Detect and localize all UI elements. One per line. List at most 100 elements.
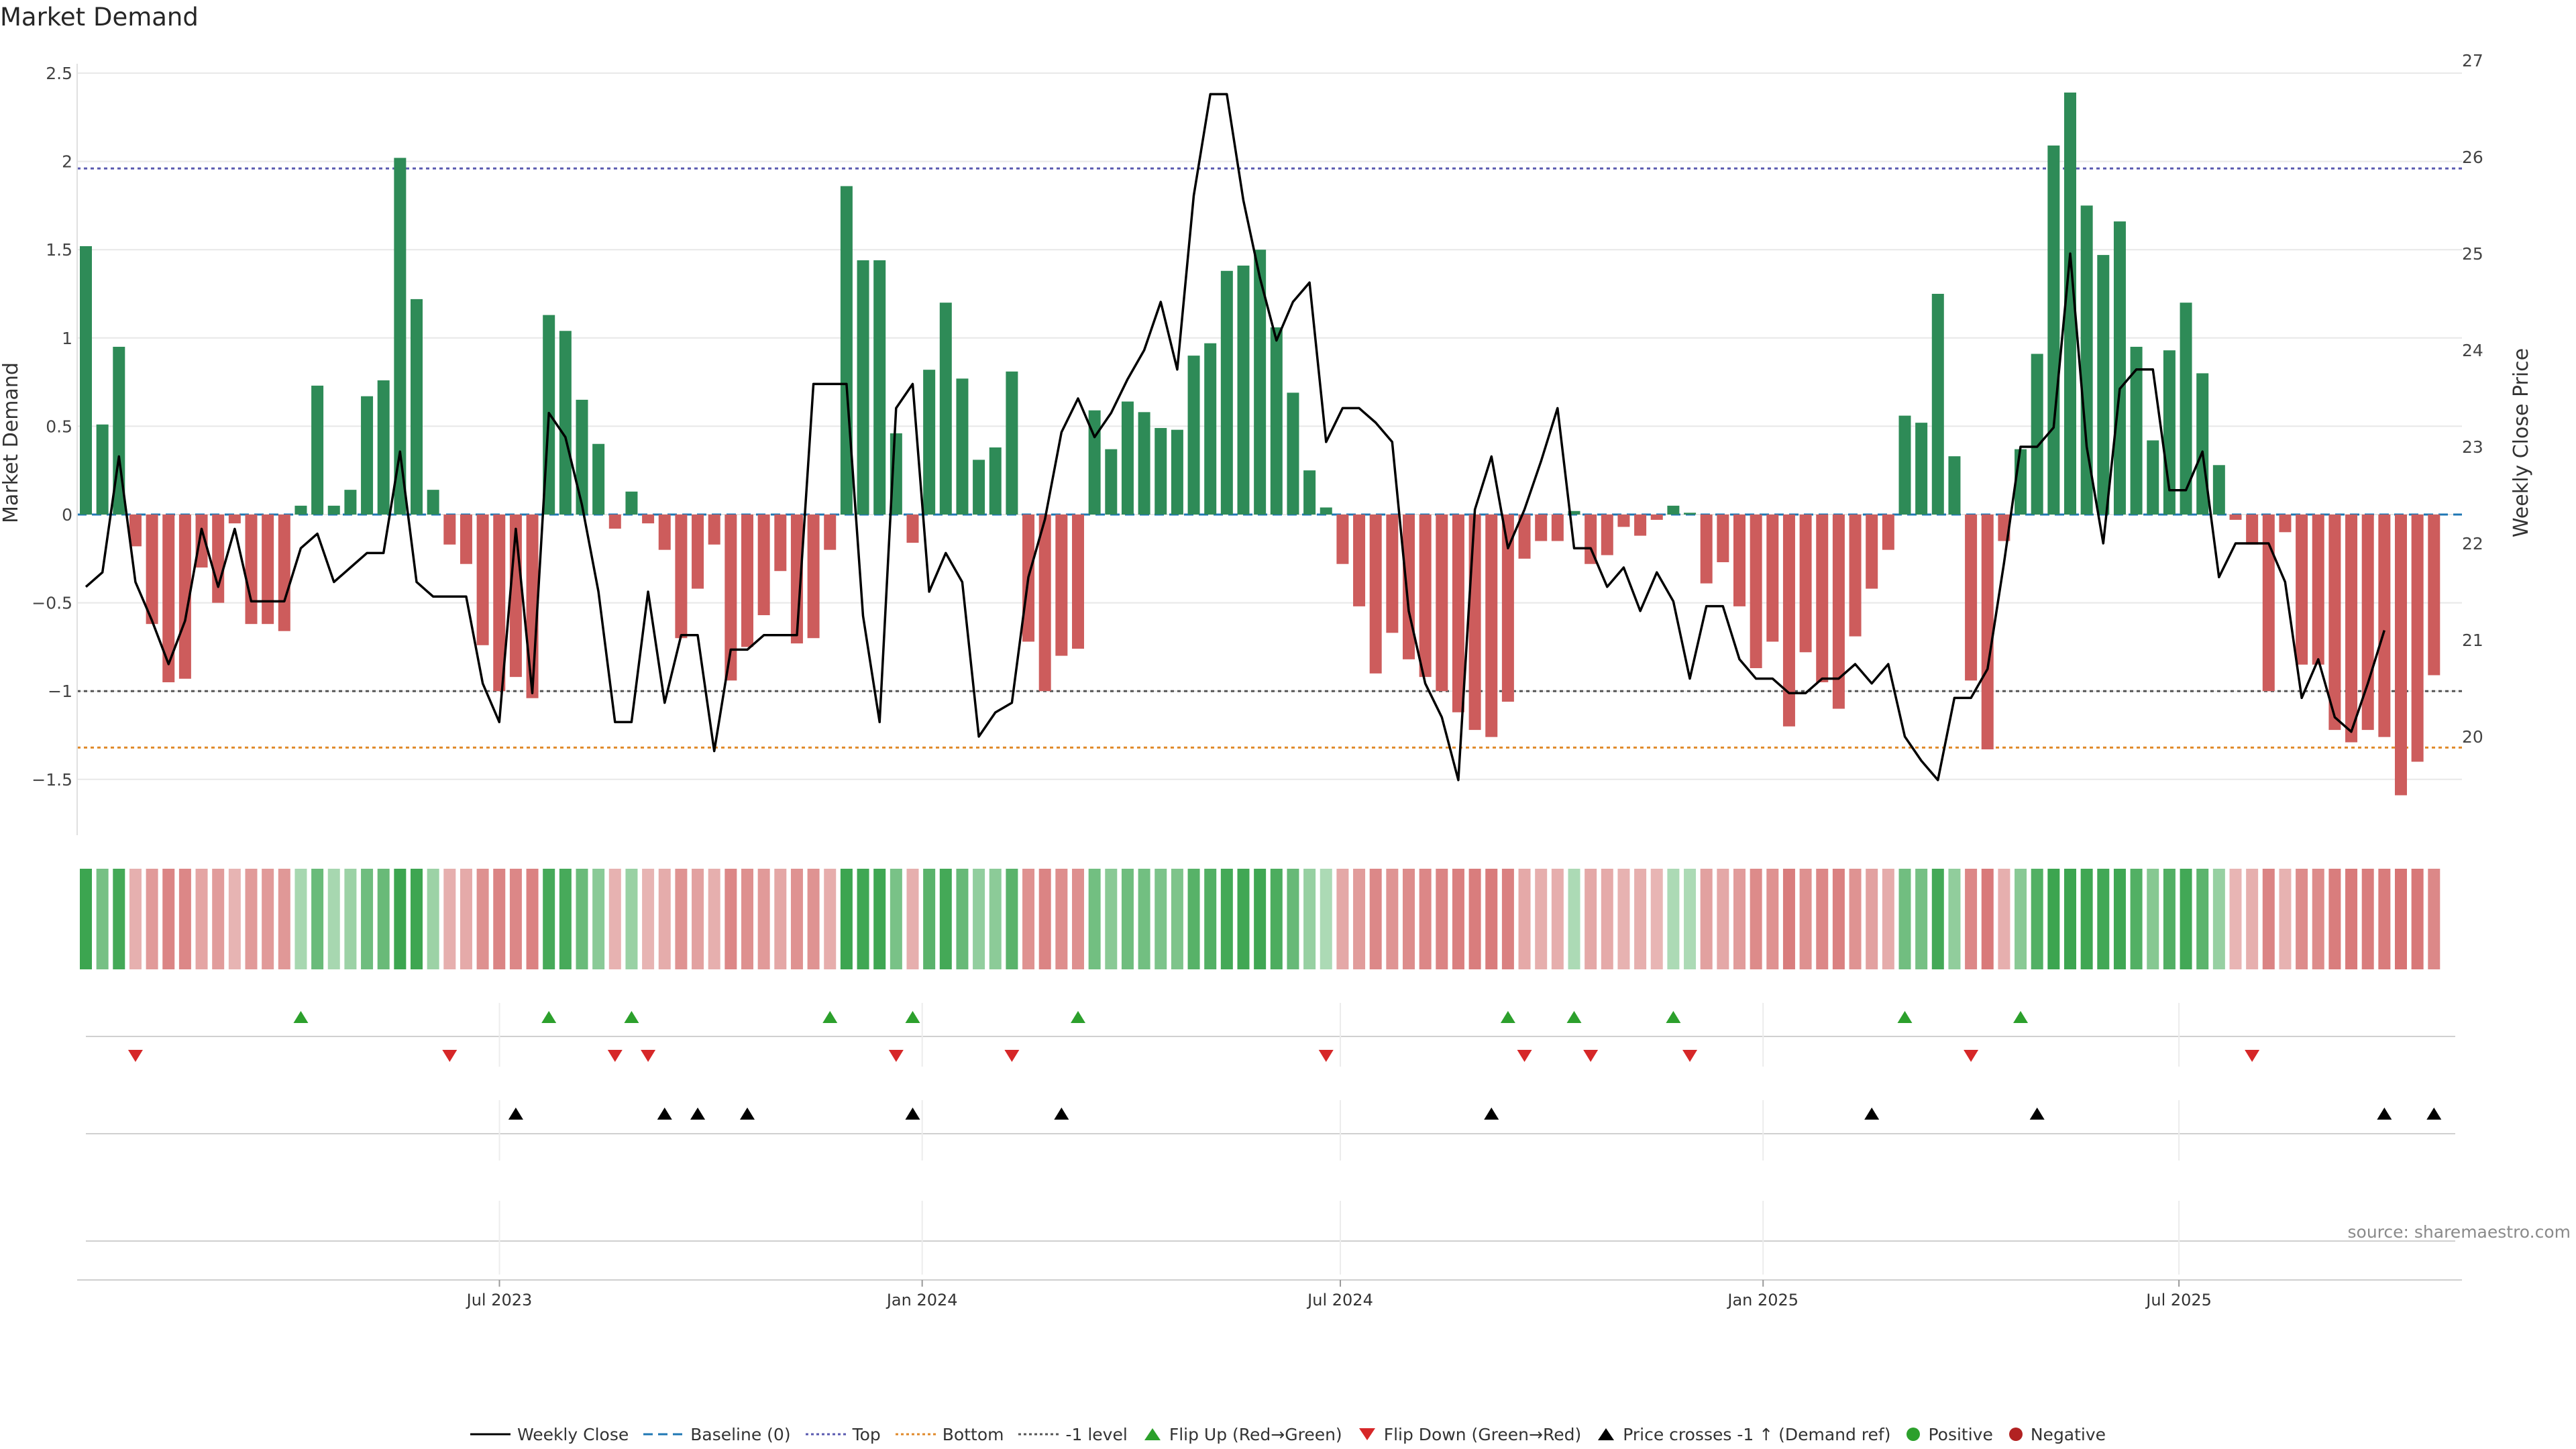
demand-bar [675, 515, 688, 639]
demand-bar [1419, 515, 1432, 678]
heat-cell [2411, 869, 2424, 969]
heat-cell [824, 869, 837, 969]
heat-cell [2047, 869, 2060, 969]
demand-bar [857, 260, 869, 515]
demand-bar [1386, 515, 1399, 633]
heat-cell [1369, 869, 1382, 969]
demand-bar [1138, 412, 1150, 515]
y2-tick-label: 26 [2462, 148, 2483, 167]
price-cross-marker [1484, 1108, 1499, 1120]
demand-bar [1782, 515, 1795, 727]
flip-down-marker [2245, 1050, 2260, 1062]
heat-cell [1138, 869, 1150, 969]
legend-label: Flip Down (Green→Red) [1383, 1424, 1582, 1444]
heat-cell [2097, 869, 2110, 969]
legend-top[interactable]: Top [805, 1425, 881, 1444]
heat-cell [2279, 869, 2292, 969]
heat-cell [129, 869, 142, 969]
demand-bar [1038, 515, 1051, 692]
y-tick-label: 2 [62, 152, 72, 172]
demand-bar [1171, 429, 1183, 515]
x-tick-label: Jul 2025 [2145, 1291, 2212, 1309]
flip-up-marker [1666, 1011, 1681, 1023]
legend-positive[interactable]: Positive [1905, 1424, 1993, 1444]
heat-cell [1601, 869, 1613, 969]
heat-cell [1055, 869, 1068, 969]
flip-up-marker [1566, 1011, 1582, 1023]
heat-cell [1204, 869, 1217, 969]
legend-label: -1 level [1065, 1424, 1128, 1444]
heat-cell [427, 869, 439, 969]
heat-cell [1403, 869, 1415, 969]
legend-weekly-close[interactable]: Weekly Close [470, 1425, 629, 1444]
demand-bar [692, 515, 704, 589]
heat-cell [559, 869, 572, 969]
heat-cell [411, 869, 423, 969]
demand-bar [939, 303, 952, 515]
heat-cell [1931, 869, 1944, 969]
heat-cell [1650, 869, 1663, 969]
heat-cell [1535, 869, 1548, 969]
legend-bottom[interactable]: Bottom [895, 1425, 1004, 1444]
y2-tick-label: 20 [2462, 727, 2483, 747]
price-cross-marker [1864, 1108, 1880, 1120]
demand-bar [956, 378, 969, 515]
price-cross-marker [740, 1108, 755, 1120]
demand-bar [1551, 515, 1564, 541]
y-tick-label: 0.5 [46, 417, 72, 436]
flip-down-marker [1517, 1050, 1532, 1062]
legend-baseline[interactable]: Baseline (0) [643, 1425, 791, 1444]
legend-negative[interactable]: Negative [2008, 1425, 2106, 1444]
chart-title: Market Demand [0, 3, 199, 32]
source-label: source: sharemaestro.com [2347, 1222, 2571, 1242]
demand-bar [1155, 428, 1167, 515]
demand-bar [1468, 515, 1481, 731]
legend-flip-up[interactable]: Flip Up (Red→Green) [1142, 1425, 1342, 1444]
heat-cell [146, 869, 158, 969]
demand-bar [2378, 515, 2391, 737]
legend-label: Price crosses -1 ↑ (Demand ref) [1623, 1424, 1891, 1444]
heat-cell [1915, 869, 1928, 969]
heat-cell [1667, 869, 1680, 969]
demand-bar [1353, 515, 1366, 606]
demand-bar [1684, 513, 1697, 515]
demand-bar [460, 515, 472, 564]
heat-cell [1518, 869, 1531, 969]
demand-bar [1634, 515, 1647, 536]
axes: 2.5 2 1.5 1 0.5 0 −0.5 −1 −1.5 27 26 25 24 23 22 21 20 Ma… [0, 51, 2533, 835]
heat-cell [2064, 869, 2076, 969]
demand-bar [741, 515, 753, 647]
heat-cell [212, 869, 225, 969]
heat-cell [939, 869, 952, 969]
legend-label: Positive [1928, 1424, 1993, 1444]
heat-cell [956, 869, 969, 969]
heat-cell [294, 869, 307, 969]
heat-cell [1436, 869, 1448, 969]
heat-cell [1171, 869, 1183, 969]
heat-cell [543, 869, 555, 969]
heat-cell [262, 869, 274, 969]
demand-bar [327, 505, 340, 515]
heat-cell [162, 869, 175, 969]
price-cross-marker [2377, 1108, 2392, 1120]
demand-bar [411, 299, 423, 515]
heat-cell [1105, 869, 1118, 969]
heat-cell [1684, 869, 1697, 969]
legend-flip-down[interactable]: Flip Down (Green→Red) [1357, 1424, 1582, 1444]
heat-cell [2180, 869, 2192, 969]
demand-bar [146, 515, 158, 625]
demand-bar [1882, 515, 1894, 550]
flip-down-marker [442, 1050, 458, 1062]
heat-cell [1816, 869, 1829, 969]
heat-cell [857, 869, 869, 969]
legend-price-cross[interactable]: Price crosses -1 ↑ (Demand ref) [1596, 1425, 1890, 1444]
heat-cell [1882, 869, 1894, 969]
demand-bar [162, 515, 175, 683]
demand-bar [262, 515, 274, 625]
legend-minus-one[interactable]: -1 level [1018, 1424, 1128, 1444]
heat-cell [327, 869, 340, 969]
heat-cell [2395, 869, 2407, 969]
demand-bar [1436, 515, 1448, 692]
demand-bar [1287, 392, 1299, 515]
